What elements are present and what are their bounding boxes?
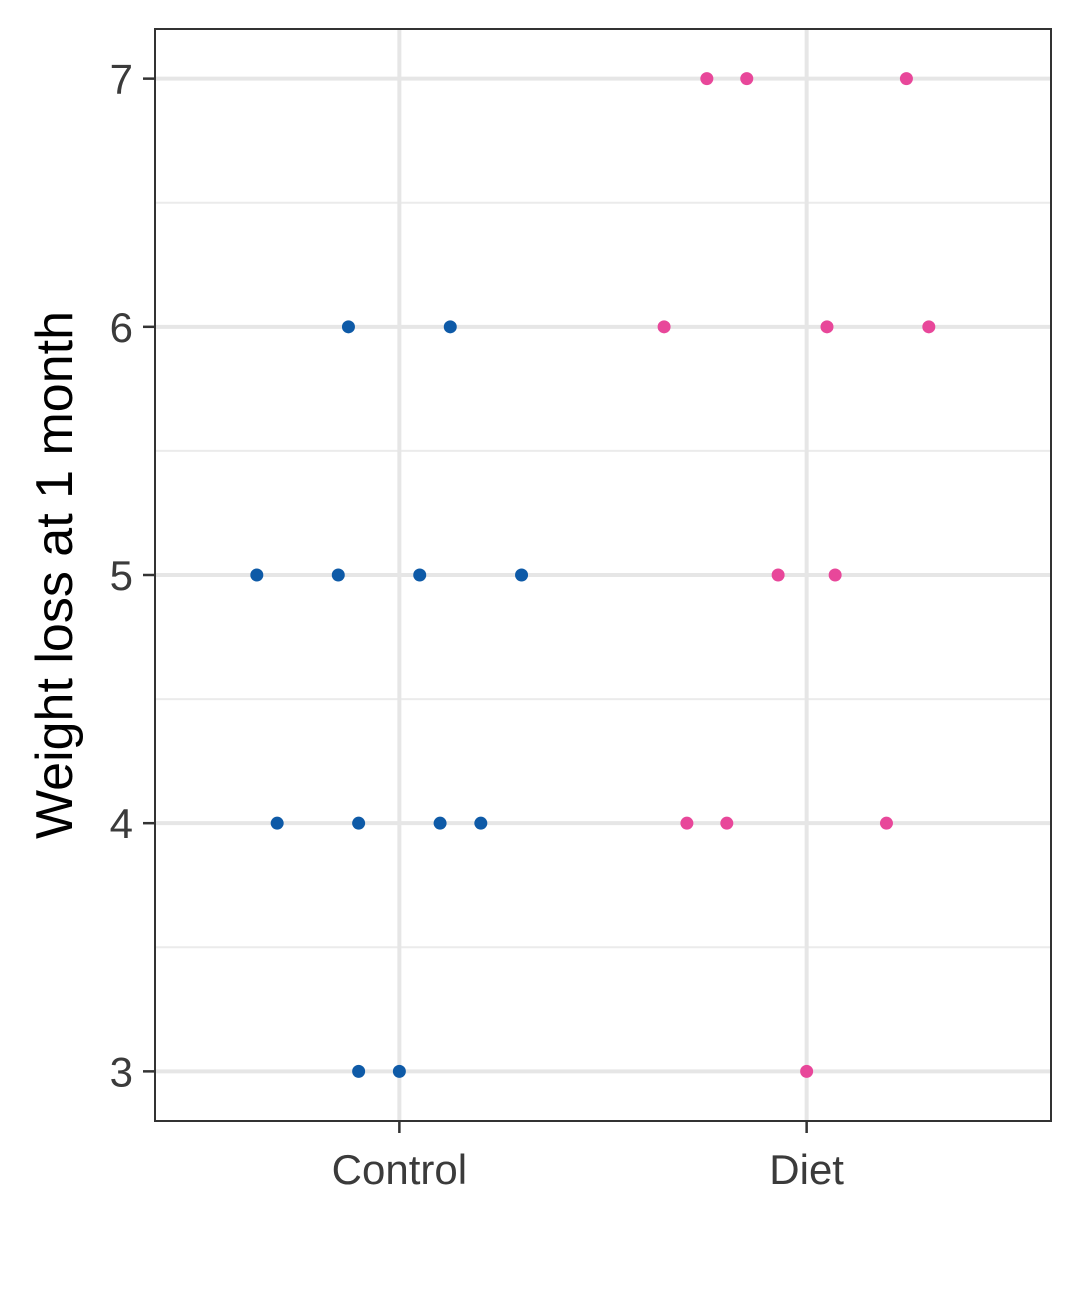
y-axis-ticks: 3 4 5 6 7	[110, 56, 155, 1095]
data-point-diet	[828, 568, 842, 582]
x-tick-label: Diet	[769, 1146, 844, 1193]
data-point-diet	[879, 816, 893, 830]
y-tick-label: 5	[110, 552, 133, 599]
data-point-control	[433, 816, 447, 830]
data-point-diet	[771, 568, 785, 582]
data-point-diet	[700, 72, 714, 86]
data-point-control	[392, 1064, 406, 1078]
data-point-control	[515, 568, 529, 582]
data-point-control	[270, 816, 284, 830]
data-point-control	[413, 568, 427, 582]
data-point-control	[352, 1064, 366, 1078]
data-point-diet	[740, 72, 754, 86]
data-point-diet	[922, 320, 936, 334]
grid-minor	[155, 201, 1051, 949]
data-point-diet	[720, 816, 734, 830]
data-point-diet	[680, 816, 694, 830]
y-axis-title: Weight loss at 1 month	[26, 311, 84, 839]
x-tick-label: Control	[332, 1146, 467, 1193]
y-tick-label: 7	[110, 56, 133, 103]
data-point-diet	[899, 72, 913, 86]
y-tick-label: 3	[110, 1048, 133, 1095]
data-point-control	[331, 568, 345, 582]
data-point-diet	[820, 320, 834, 334]
data-point-control	[341, 320, 355, 334]
y-tick-label: 6	[110, 304, 133, 351]
x-axis-ticks: Control Diet	[332, 1121, 844, 1193]
data-point-control	[250, 568, 264, 582]
data-point-control	[352, 816, 366, 830]
grid-major	[155, 29, 1051, 1121]
data-points	[250, 72, 936, 1078]
y-tick-label: 4	[110, 800, 133, 847]
data-point-diet	[800, 1064, 814, 1078]
data-point-control	[443, 320, 457, 334]
data-point-control	[474, 816, 488, 830]
data-point-diet	[657, 320, 671, 334]
